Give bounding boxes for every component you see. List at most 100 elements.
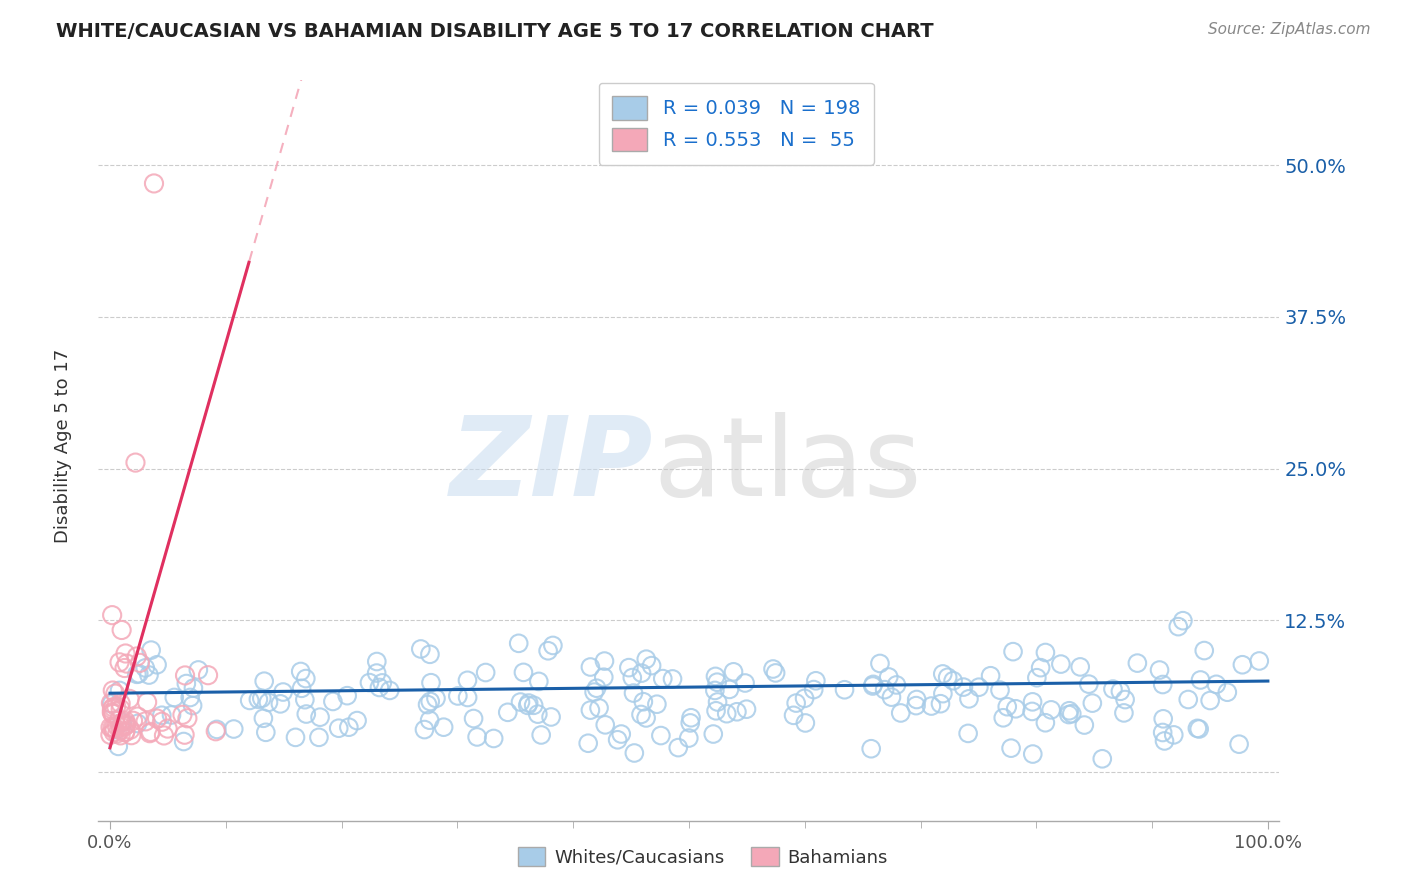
Point <box>160 708 183 723</box>
Point <box>105 699 128 714</box>
Point <box>291 681 314 696</box>
Point <box>1153 734 1175 748</box>
Point <box>1091 752 1114 766</box>
Point <box>425 691 447 706</box>
Point <box>371 676 394 690</box>
Point <box>957 726 980 740</box>
Point <box>1249 654 1271 668</box>
Point <box>803 682 825 697</box>
Point <box>1126 656 1149 670</box>
Point <box>114 661 136 675</box>
Point <box>271 685 294 699</box>
Point <box>1025 671 1047 685</box>
Point <box>101 683 124 698</box>
Point <box>187 663 209 677</box>
Point <box>517 696 540 710</box>
Point <box>257 695 280 709</box>
Point <box>723 665 745 679</box>
Point <box>447 689 470 703</box>
Point <box>704 704 727 718</box>
Point <box>1057 704 1080 718</box>
Point <box>114 718 136 732</box>
Point <box>1050 657 1073 671</box>
Point <box>111 715 134 730</box>
Point <box>869 657 891 671</box>
Point <box>1152 677 1174 691</box>
Point <box>181 698 204 713</box>
Point <box>457 690 479 705</box>
Point <box>621 671 644 685</box>
Legend: R = 0.039   N = 198, R = 0.553   N =  55: R = 0.039 N = 198, R = 0.553 N = 55 <box>599 83 873 165</box>
Point <box>101 608 124 623</box>
Point <box>860 741 883 756</box>
Point <box>336 689 359 703</box>
Point <box>679 711 702 725</box>
Point <box>929 697 952 711</box>
Point <box>100 720 122 734</box>
Point <box>804 673 827 688</box>
Point <box>139 725 162 739</box>
Point <box>125 649 148 664</box>
Point <box>623 686 645 700</box>
Point <box>252 711 274 725</box>
Point <box>703 683 725 698</box>
Point <box>114 724 136 739</box>
Point <box>197 668 219 682</box>
Point <box>593 654 616 668</box>
Point <box>862 679 884 693</box>
Point <box>474 665 496 680</box>
Point <box>1021 705 1043 719</box>
Point <box>610 727 633 741</box>
Point <box>103 725 125 739</box>
Point <box>540 710 562 724</box>
Point <box>1069 660 1091 674</box>
Point <box>1232 657 1254 672</box>
Point <box>873 682 896 697</box>
Point <box>110 723 132 738</box>
Point <box>1004 702 1026 716</box>
Point <box>630 707 652 722</box>
Point <box>409 642 432 657</box>
Text: Disability Age 5 to 17: Disability Age 5 to 17 <box>55 349 72 543</box>
Point <box>103 721 125 735</box>
Point <box>734 676 756 690</box>
Point <box>1189 673 1212 687</box>
Point <box>127 709 149 723</box>
Point <box>114 725 136 739</box>
Point <box>366 655 388 669</box>
Point <box>957 691 980 706</box>
Point <box>782 708 804 723</box>
Point <box>1167 620 1189 634</box>
Point <box>107 739 129 754</box>
Point <box>124 456 146 470</box>
Point <box>115 657 138 671</box>
Point <box>110 728 132 742</box>
Point <box>834 682 856 697</box>
Point <box>222 722 245 736</box>
Point <box>173 734 195 748</box>
Point <box>129 656 152 670</box>
Point <box>1187 722 1209 736</box>
Point <box>762 662 785 676</box>
Point <box>1040 703 1063 717</box>
Point <box>108 656 131 670</box>
Point <box>666 740 689 755</box>
Point <box>636 652 658 666</box>
Point <box>1102 682 1125 697</box>
Point <box>678 731 700 745</box>
Point <box>139 726 162 740</box>
Point <box>346 714 368 728</box>
Point <box>127 716 149 731</box>
Point <box>1073 718 1095 732</box>
Point <box>309 710 332 724</box>
Point <box>765 665 787 680</box>
Point <box>176 711 198 725</box>
Point <box>366 666 388 681</box>
Point <box>592 670 614 684</box>
Point <box>606 732 628 747</box>
Point <box>239 693 262 707</box>
Point <box>633 695 655 709</box>
Point <box>179 690 201 705</box>
Point <box>661 672 683 686</box>
Point <box>359 675 381 690</box>
